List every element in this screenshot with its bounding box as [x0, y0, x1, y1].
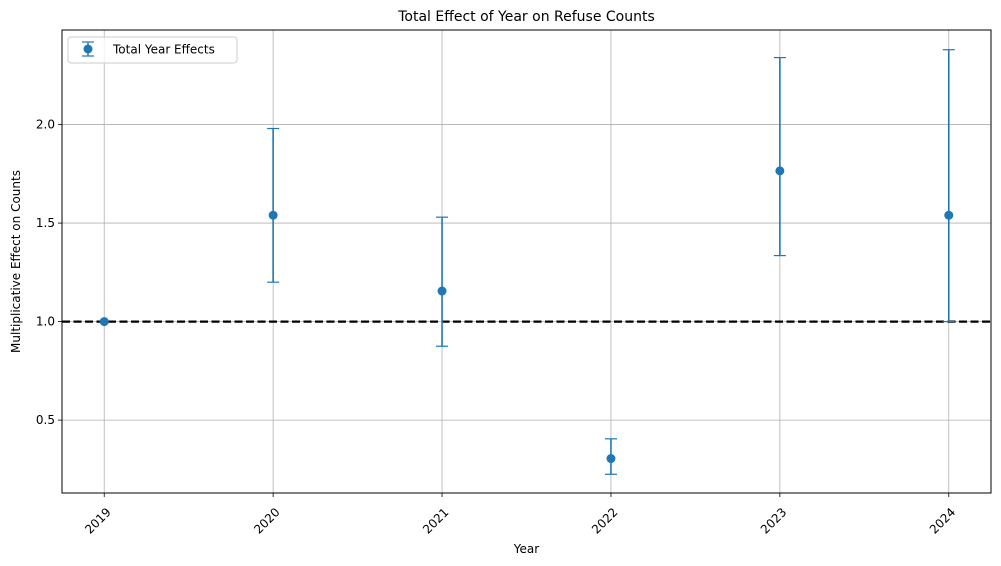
- legend-box: [67, 36, 238, 64]
- y-tick-label: 1.5: [36, 216, 55, 230]
- legend-point: [83, 44, 93, 54]
- data-point: [944, 210, 954, 220]
- legend-marker: [82, 41, 94, 57]
- plot-background: [62, 30, 991, 493]
- y-axis-label: Multiplicative Effect on Counts: [9, 170, 23, 353]
- data-point: [437, 286, 447, 296]
- plot-frame: [61, 29, 992, 494]
- data-point: [775, 166, 785, 176]
- data-point: [268, 210, 278, 220]
- y-tick-label: 2.0: [36, 118, 55, 132]
- x-tick-label: 2023: [758, 505, 789, 536]
- legend: Total Year Effects: [67, 36, 238, 64]
- y-tick-label: 1.0: [36, 315, 55, 329]
- data-marks: [99, 49, 955, 475]
- chart-title: Total Effect of Year on Refuse Counts: [397, 9, 655, 25]
- x-tick-label: 2024: [927, 505, 958, 536]
- x-tick-label: 2022: [589, 505, 620, 536]
- legend-label: Total Year Effects: [112, 43, 215, 57]
- x-tick-label: 2020: [251, 505, 282, 536]
- x-tick-label: 2021: [420, 505, 451, 536]
- y-tick-label: 0.5: [36, 413, 55, 427]
- data-point: [606, 454, 616, 464]
- data-point: [99, 317, 109, 327]
- x-axis-label: Year: [513, 542, 539, 556]
- x-tick-label: 2019: [82, 505, 113, 536]
